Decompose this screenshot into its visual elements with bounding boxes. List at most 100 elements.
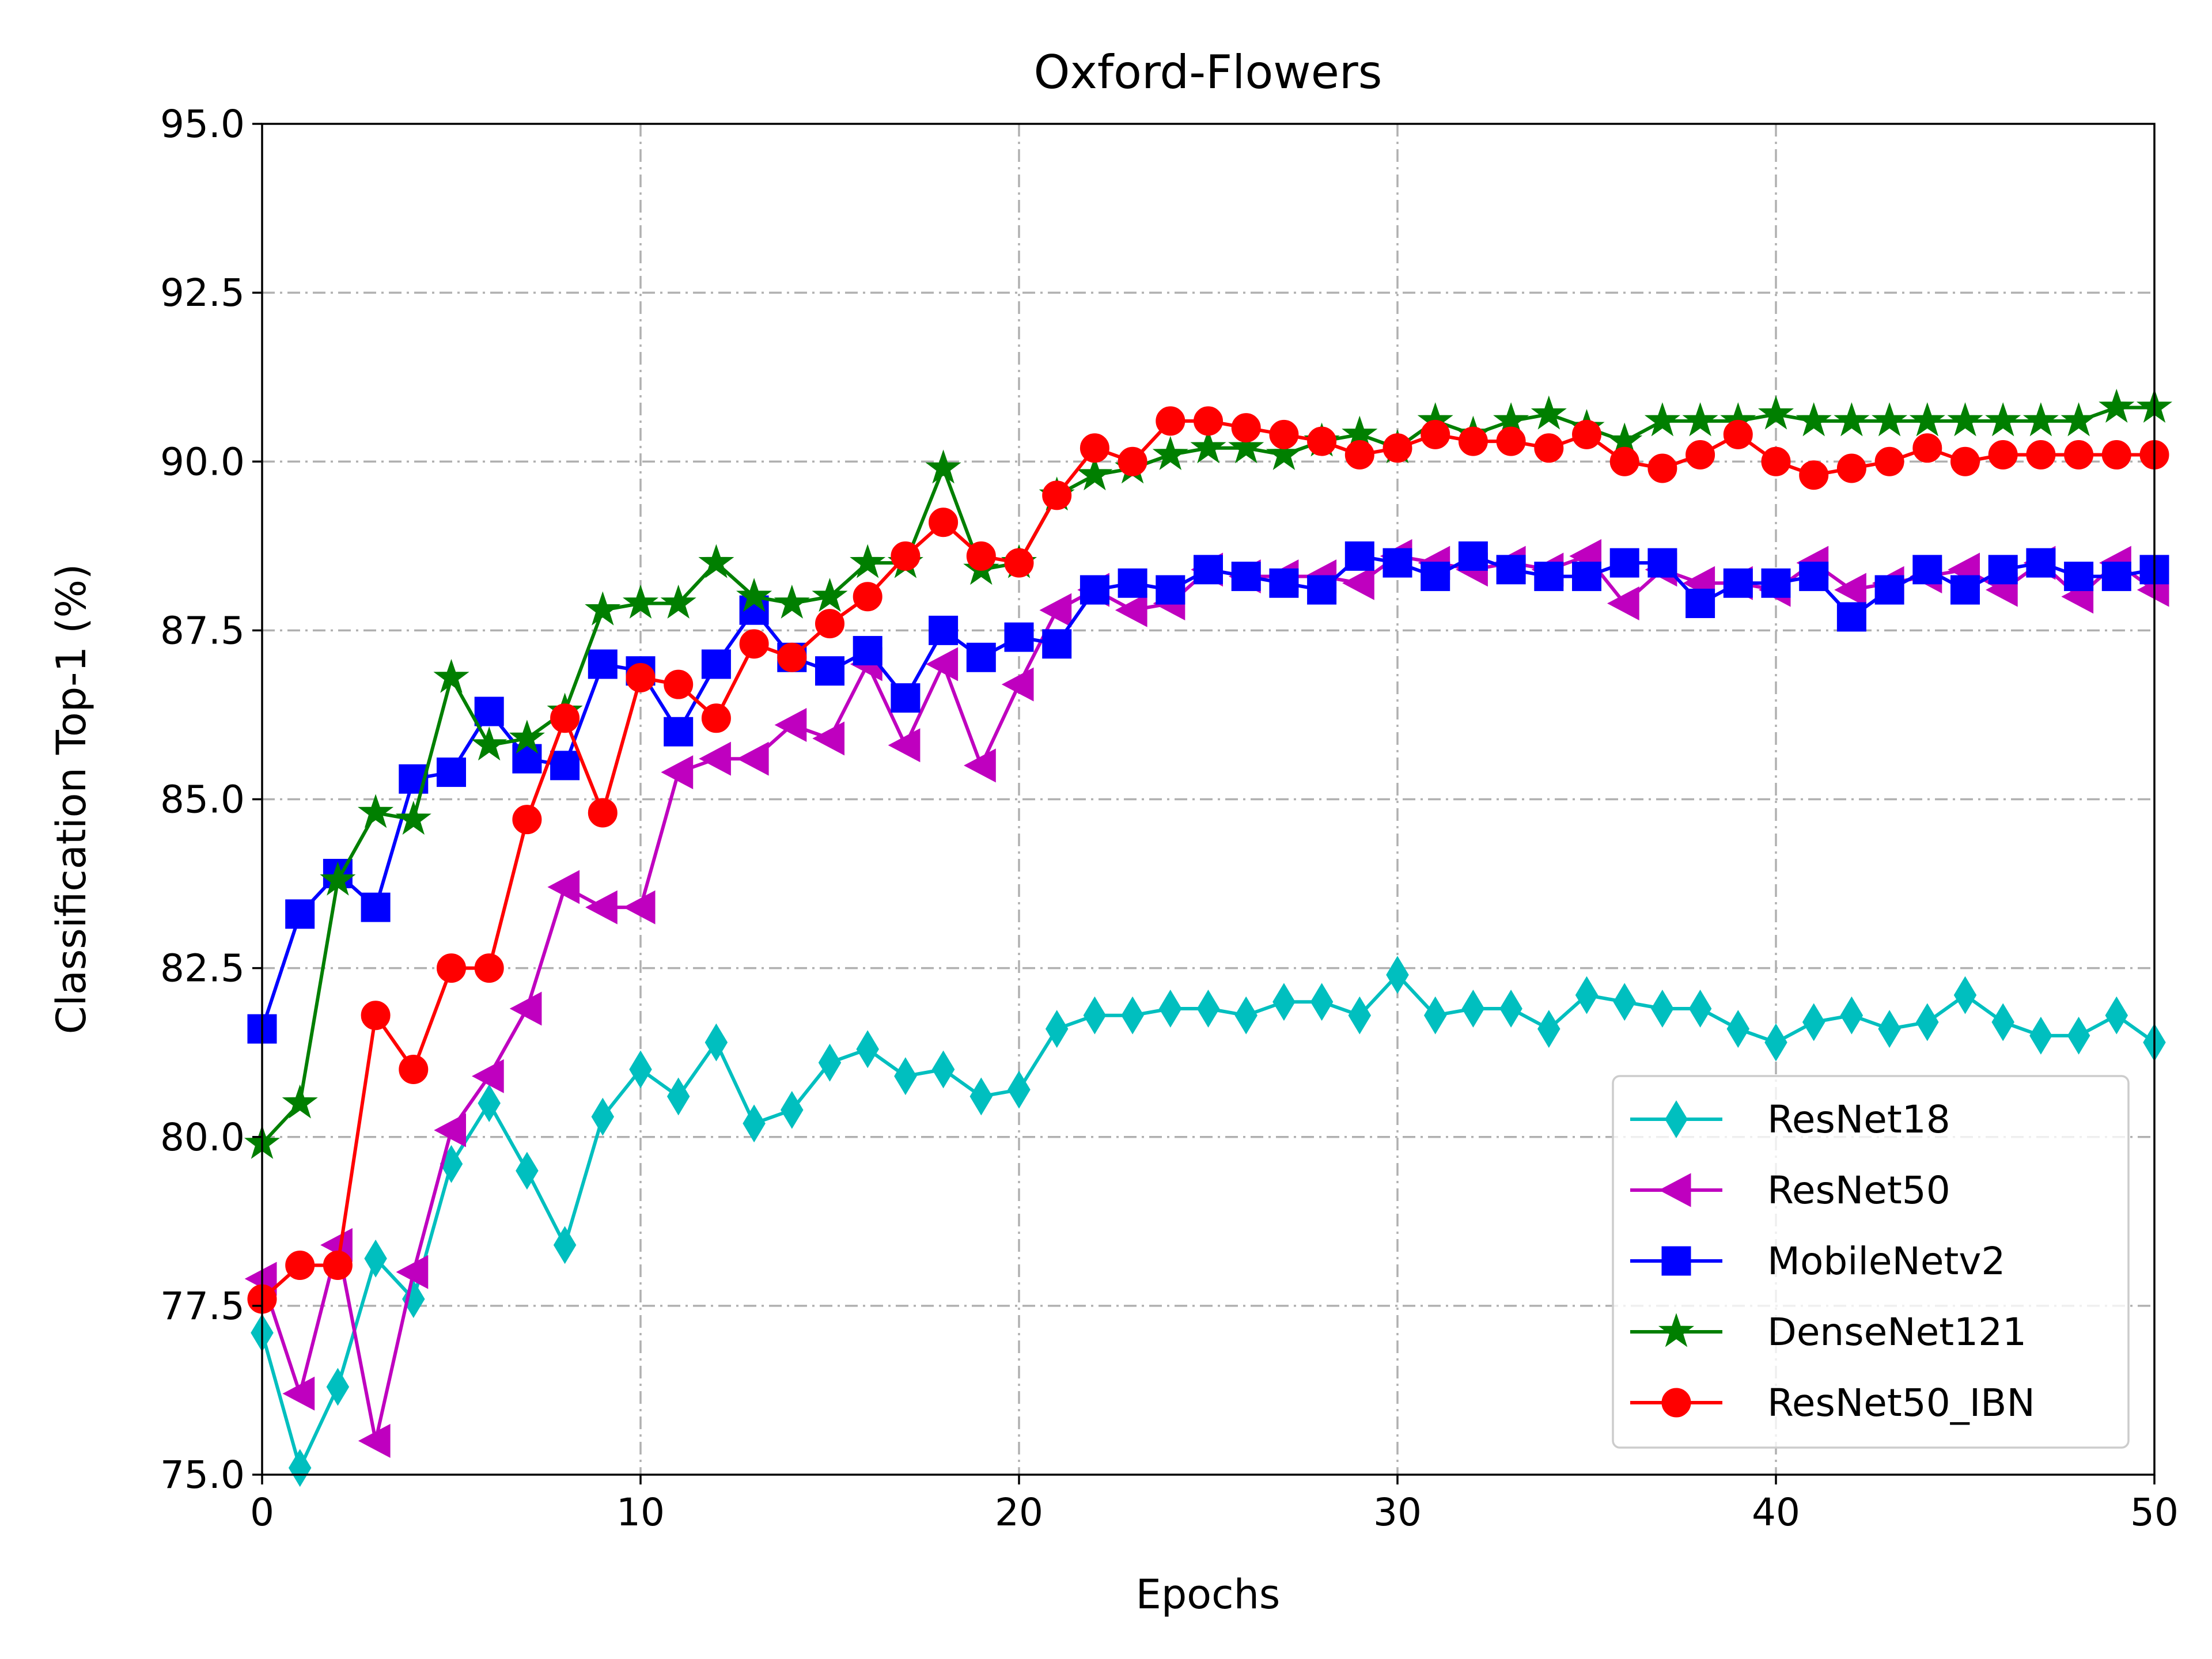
data-point xyxy=(434,1113,466,1147)
data-point xyxy=(1496,555,1526,585)
y-axis-label: Classification Top-1 (%) xyxy=(48,564,95,1035)
data-point xyxy=(2029,1016,2052,1055)
data-point xyxy=(1836,602,1866,632)
legend-label: DenseNet121 xyxy=(1767,1310,2027,1354)
data-point xyxy=(588,649,618,679)
data-point xyxy=(736,578,772,612)
data-point xyxy=(512,744,542,774)
data-point xyxy=(358,794,394,828)
data-point xyxy=(925,449,961,484)
data-point xyxy=(2064,562,2094,592)
data-point xyxy=(1004,622,1034,652)
data-point xyxy=(437,757,466,787)
data-point xyxy=(1685,440,1715,470)
data-point xyxy=(664,669,694,699)
data-point xyxy=(1647,548,1677,578)
data-point xyxy=(361,1001,391,1031)
data-point xyxy=(1988,440,2018,470)
data-point xyxy=(1382,433,1412,463)
data-point xyxy=(1916,1003,1939,1041)
data-point xyxy=(774,584,810,619)
data-point xyxy=(966,541,996,571)
data-point xyxy=(1878,1010,1901,1048)
data-point xyxy=(323,1251,353,1281)
x-tick-label: 0 xyxy=(250,1490,274,1535)
data-point xyxy=(1159,990,1182,1028)
data-point xyxy=(698,544,734,578)
y-tick-label: 82.5 xyxy=(160,946,245,991)
legend-item: ResNet18 xyxy=(1630,1097,1950,1142)
data-point xyxy=(894,1057,917,1096)
data-point xyxy=(929,507,959,537)
data-point xyxy=(853,582,882,612)
data-point xyxy=(361,892,391,922)
data-point xyxy=(285,1251,315,1281)
data-point xyxy=(547,870,580,904)
data-point xyxy=(1607,586,1639,620)
x-tick-label: 10 xyxy=(616,1490,665,1535)
data-point xyxy=(1534,562,1564,592)
data-point xyxy=(815,609,844,639)
data-point xyxy=(701,703,731,733)
data-point xyxy=(1572,419,1601,449)
data-point xyxy=(471,726,507,761)
data-point xyxy=(1194,406,1223,436)
data-point xyxy=(966,642,996,672)
legend-item: ResNet50_IBN xyxy=(1630,1381,2035,1425)
legend-label: ResNet50 xyxy=(1767,1168,1950,1213)
data-point xyxy=(2022,402,2059,437)
legend-marker xyxy=(1661,1246,1691,1276)
data-point xyxy=(1799,460,1829,490)
data-point xyxy=(1723,419,1753,449)
data-point xyxy=(1609,548,1639,578)
data-point xyxy=(1007,1070,1031,1109)
legend-item: MobileNetv2 xyxy=(1630,1239,2005,1283)
data-point xyxy=(2101,562,2131,592)
data-point xyxy=(512,805,542,835)
legend-marker xyxy=(1658,1313,1695,1347)
data-point xyxy=(1234,996,1257,1035)
y-tick-label: 77.5 xyxy=(160,1284,245,1328)
data-point xyxy=(1080,575,1109,605)
data-point xyxy=(2026,440,2056,470)
data-point xyxy=(1004,548,1034,578)
data-point xyxy=(1118,446,1147,476)
data-point xyxy=(1609,446,1639,476)
data-point xyxy=(1423,996,1447,1035)
data-point xyxy=(1461,990,1485,1028)
data-point xyxy=(1231,562,1261,592)
data-point xyxy=(1266,435,1302,470)
series-resnet18 xyxy=(251,956,2166,1487)
data-point xyxy=(781,1090,804,1129)
data-point xyxy=(1912,433,1942,463)
data-point xyxy=(850,544,886,578)
x-tick-label: 30 xyxy=(1373,1490,1422,1535)
data-point xyxy=(320,861,356,896)
data-point xyxy=(1196,990,1220,1028)
data-point xyxy=(550,751,580,781)
data-point xyxy=(285,899,315,929)
data-point xyxy=(815,656,844,686)
data-point xyxy=(1685,588,1715,618)
data-point xyxy=(1950,575,1980,605)
data-point xyxy=(2026,548,2056,578)
legend-marker xyxy=(1661,1388,1691,1418)
data-point xyxy=(701,649,731,679)
data-point xyxy=(1613,983,1636,1021)
data-point xyxy=(1194,555,1223,585)
data-point xyxy=(591,1097,615,1136)
data-point xyxy=(364,1239,387,1278)
data-point xyxy=(1651,990,1674,1028)
data-point xyxy=(1572,562,1601,592)
data-point xyxy=(1342,566,1374,600)
data-point xyxy=(1190,429,1226,464)
data-point xyxy=(1840,996,1863,1035)
data-point xyxy=(1042,629,1072,659)
data-point xyxy=(1458,426,1488,456)
data-point xyxy=(1042,480,1072,510)
data-point xyxy=(626,662,656,692)
chart-title: Oxford-Flowers xyxy=(1034,46,1382,99)
data-point xyxy=(1156,406,1185,436)
data-point xyxy=(509,991,542,1026)
